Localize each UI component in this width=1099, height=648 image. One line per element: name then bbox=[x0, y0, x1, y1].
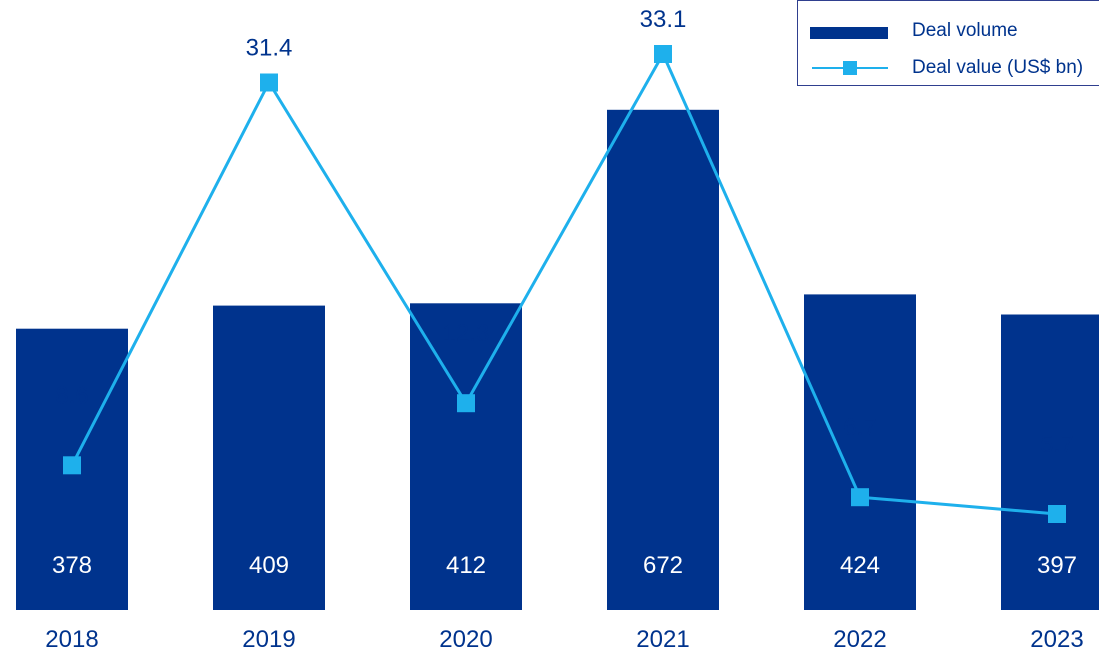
legend: Deal volume Deal value (US$ bn) bbox=[797, 0, 1099, 86]
bar-value-label: 672 bbox=[643, 552, 683, 579]
legend-label: Deal value (US$ bn) bbox=[912, 57, 1084, 78]
x-tick-label: 2020 bbox=[439, 626, 492, 648]
bar-2023 bbox=[1001, 314, 1099, 610]
bar-2021 bbox=[607, 109, 719, 611]
x-tick-label: 2018 bbox=[45, 626, 98, 648]
line-point-2022 bbox=[851, 488, 869, 507]
line-point-2021 bbox=[654, 45, 672, 63]
x-tick-label: 2022 bbox=[833, 626, 886, 648]
legend-item-deal-value: Deal value (US$ bn) bbox=[798, 56, 1099, 80]
bar-value-label: 378 bbox=[52, 552, 92, 579]
line-point-2020 bbox=[457, 394, 475, 413]
line-value-label: 6.7 bbox=[843, 414, 876, 441]
line-value-label: 8.6 bbox=[55, 382, 88, 409]
line-layer bbox=[63, 45, 1066, 523]
bar-value-label: 412 bbox=[446, 552, 486, 579]
bars-layer bbox=[16, 109, 1099, 611]
bar-value-label: 397 bbox=[1037, 552, 1077, 579]
square-marker-icon bbox=[843, 61, 857, 75]
x-axis: 2018 2019 2020 2021 2022 2023 bbox=[45, 626, 1083, 648]
line-value-label: 12.3 bbox=[443, 320, 490, 347]
bar-2019 bbox=[213, 305, 325, 610]
bar-2020 bbox=[410, 303, 522, 610]
bar-swatch-icon bbox=[810, 27, 888, 39]
legend-label: Deal volume bbox=[912, 20, 1018, 41]
labels-layer: 378 409 412 672 424 397 8.6 31.4 12.3 33.1 6.7 5.7 bbox=[52, 6, 1077, 579]
x-tick-label: 2023 bbox=[1030, 626, 1083, 648]
line-point-2023 bbox=[1048, 505, 1066, 523]
line-value-label: 31.4 bbox=[246, 35, 293, 62]
line-value-label: 5.7 bbox=[1040, 431, 1073, 458]
line-point-2019 bbox=[260, 73, 278, 92]
deal-value-line bbox=[70, 50, 1058, 516]
line-point-2018 bbox=[63, 456, 81, 475]
bar-value-label: 409 bbox=[249, 552, 289, 579]
x-tick-label: 2021 bbox=[636, 626, 689, 648]
x-tick-label: 2019 bbox=[242, 626, 295, 648]
bar-2022 bbox=[804, 294, 916, 610]
bar-value-label: 424 bbox=[840, 552, 880, 579]
legend-item-deal-volume: Deal volume bbox=[798, 19, 1099, 43]
line-value-label: 33.1 bbox=[640, 6, 687, 33]
